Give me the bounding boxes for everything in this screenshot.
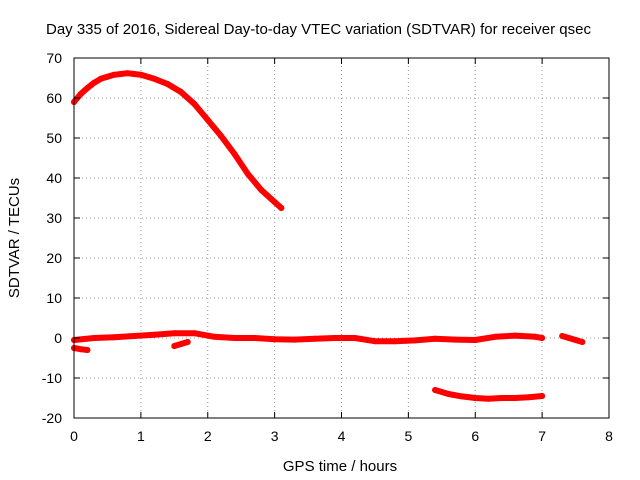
data-point: [178, 341, 184, 347]
data-point: [171, 330, 178, 337]
x-axis-label: GPS time / hours: [283, 458, 397, 475]
x-tick-label: 6: [471, 428, 479, 444]
data-point: [231, 335, 238, 341]
x-tick-label: 5: [404, 428, 412, 444]
data-point: [432, 387, 439, 393]
data-point: [452, 336, 459, 343]
x-tick-label: 7: [538, 428, 546, 444]
data-point: [565, 335, 572, 341]
y-tick-label: 50: [46, 130, 62, 146]
data-point: [271, 336, 278, 343]
x-tick-label: 4: [338, 428, 346, 444]
data-point: [191, 330, 198, 337]
data-point: [492, 333, 499, 340]
data-point: [251, 335, 258, 341]
data-point: [258, 187, 265, 193]
data-point: [164, 81, 171, 87]
x-tick-label: 3: [271, 428, 279, 444]
data-point: [191, 101, 198, 107]
data-point: [291, 336, 298, 343]
x-tick-label: 1: [137, 428, 145, 444]
y-axis-label: SDTVAR / TECUs: [6, 178, 23, 298]
series-line-arc-6: [559, 333, 586, 345]
x-tick-label: 8: [605, 428, 613, 444]
y-tick-label: 60: [46, 90, 62, 106]
data-point: [351, 335, 358, 341]
data-point: [512, 395, 519, 401]
data-point: [458, 393, 465, 400]
series-line-arc-3: [71, 330, 546, 345]
data-point: [151, 331, 158, 338]
y-tick-label: 0: [54, 330, 62, 346]
data-point: [231, 151, 238, 157]
y-tick-label: 70: [46, 50, 62, 66]
data-point: [218, 133, 225, 139]
data-point: [151, 75, 158, 82]
data-point: [171, 343, 178, 349]
data-point: [91, 335, 98, 341]
data-point: [278, 205, 285, 211]
y-tick-label: 20: [46, 250, 62, 266]
data-point: [499, 395, 505, 401]
data-point: [77, 346, 84, 353]
data-point: [572, 337, 579, 343]
data-point: [131, 333, 138, 339]
data-point: [184, 339, 191, 345]
data-point: [512, 332, 519, 339]
data-point: [311, 335, 318, 342]
data-point: [84, 85, 91, 91]
data-point: [77, 91, 84, 97]
data-point: [432, 335, 439, 342]
data-point: [539, 335, 546, 341]
data-point: [84, 347, 91, 353]
data-point: [137, 71, 144, 78]
series-group: [71, 70, 586, 402]
data-point: [525, 394, 532, 401]
data-point: [211, 333, 218, 340]
data-point: [539, 393, 546, 399]
y-tick-label: 10: [46, 290, 62, 306]
data-point: [371, 338, 378, 345]
data-point: [472, 337, 479, 343]
data-point: [178, 89, 184, 95]
data-point: [412, 337, 419, 344]
data-point: [97, 75, 104, 82]
data-point: [331, 335, 338, 341]
data-point: [204, 117, 211, 123]
chart-title: Day 335 of 2016, Sidereal Day-to-day VTE…: [46, 21, 591, 38]
data-point: [104, 73, 111, 80]
x-tick-label: 2: [204, 428, 212, 444]
data-point: [392, 338, 398, 345]
data-point: [91, 79, 98, 86]
data-point: [485, 395, 492, 402]
data-point: [445, 391, 452, 397]
data-point: [559, 333, 566, 339]
y-tick-label: -20: [42, 410, 62, 426]
data-point: [124, 70, 131, 77]
x-tick-label: 0: [70, 428, 78, 444]
data-point: [271, 199, 278, 205]
y-tick-label: -10: [42, 370, 62, 386]
data-point: [244, 171, 251, 177]
data-point: [111, 71, 118, 78]
y-tick-label: 40: [46, 170, 62, 186]
data-point: [131, 71, 138, 77]
axis-ticks: 0 1 2 3 4 5 6 7 8 -20 -10 0 10 20 30 40 50 60 70: [42, 50, 613, 444]
data-point: [532, 333, 539, 340]
data-point: [117, 71, 124, 77]
data-point: [111, 334, 118, 341]
series-line-arc-1: [71, 70, 285, 211]
grid: [74, 58, 609, 418]
data-point: [472, 395, 479, 401]
y-tick-label: 30: [46, 210, 62, 226]
data-point: [579, 339, 586, 345]
